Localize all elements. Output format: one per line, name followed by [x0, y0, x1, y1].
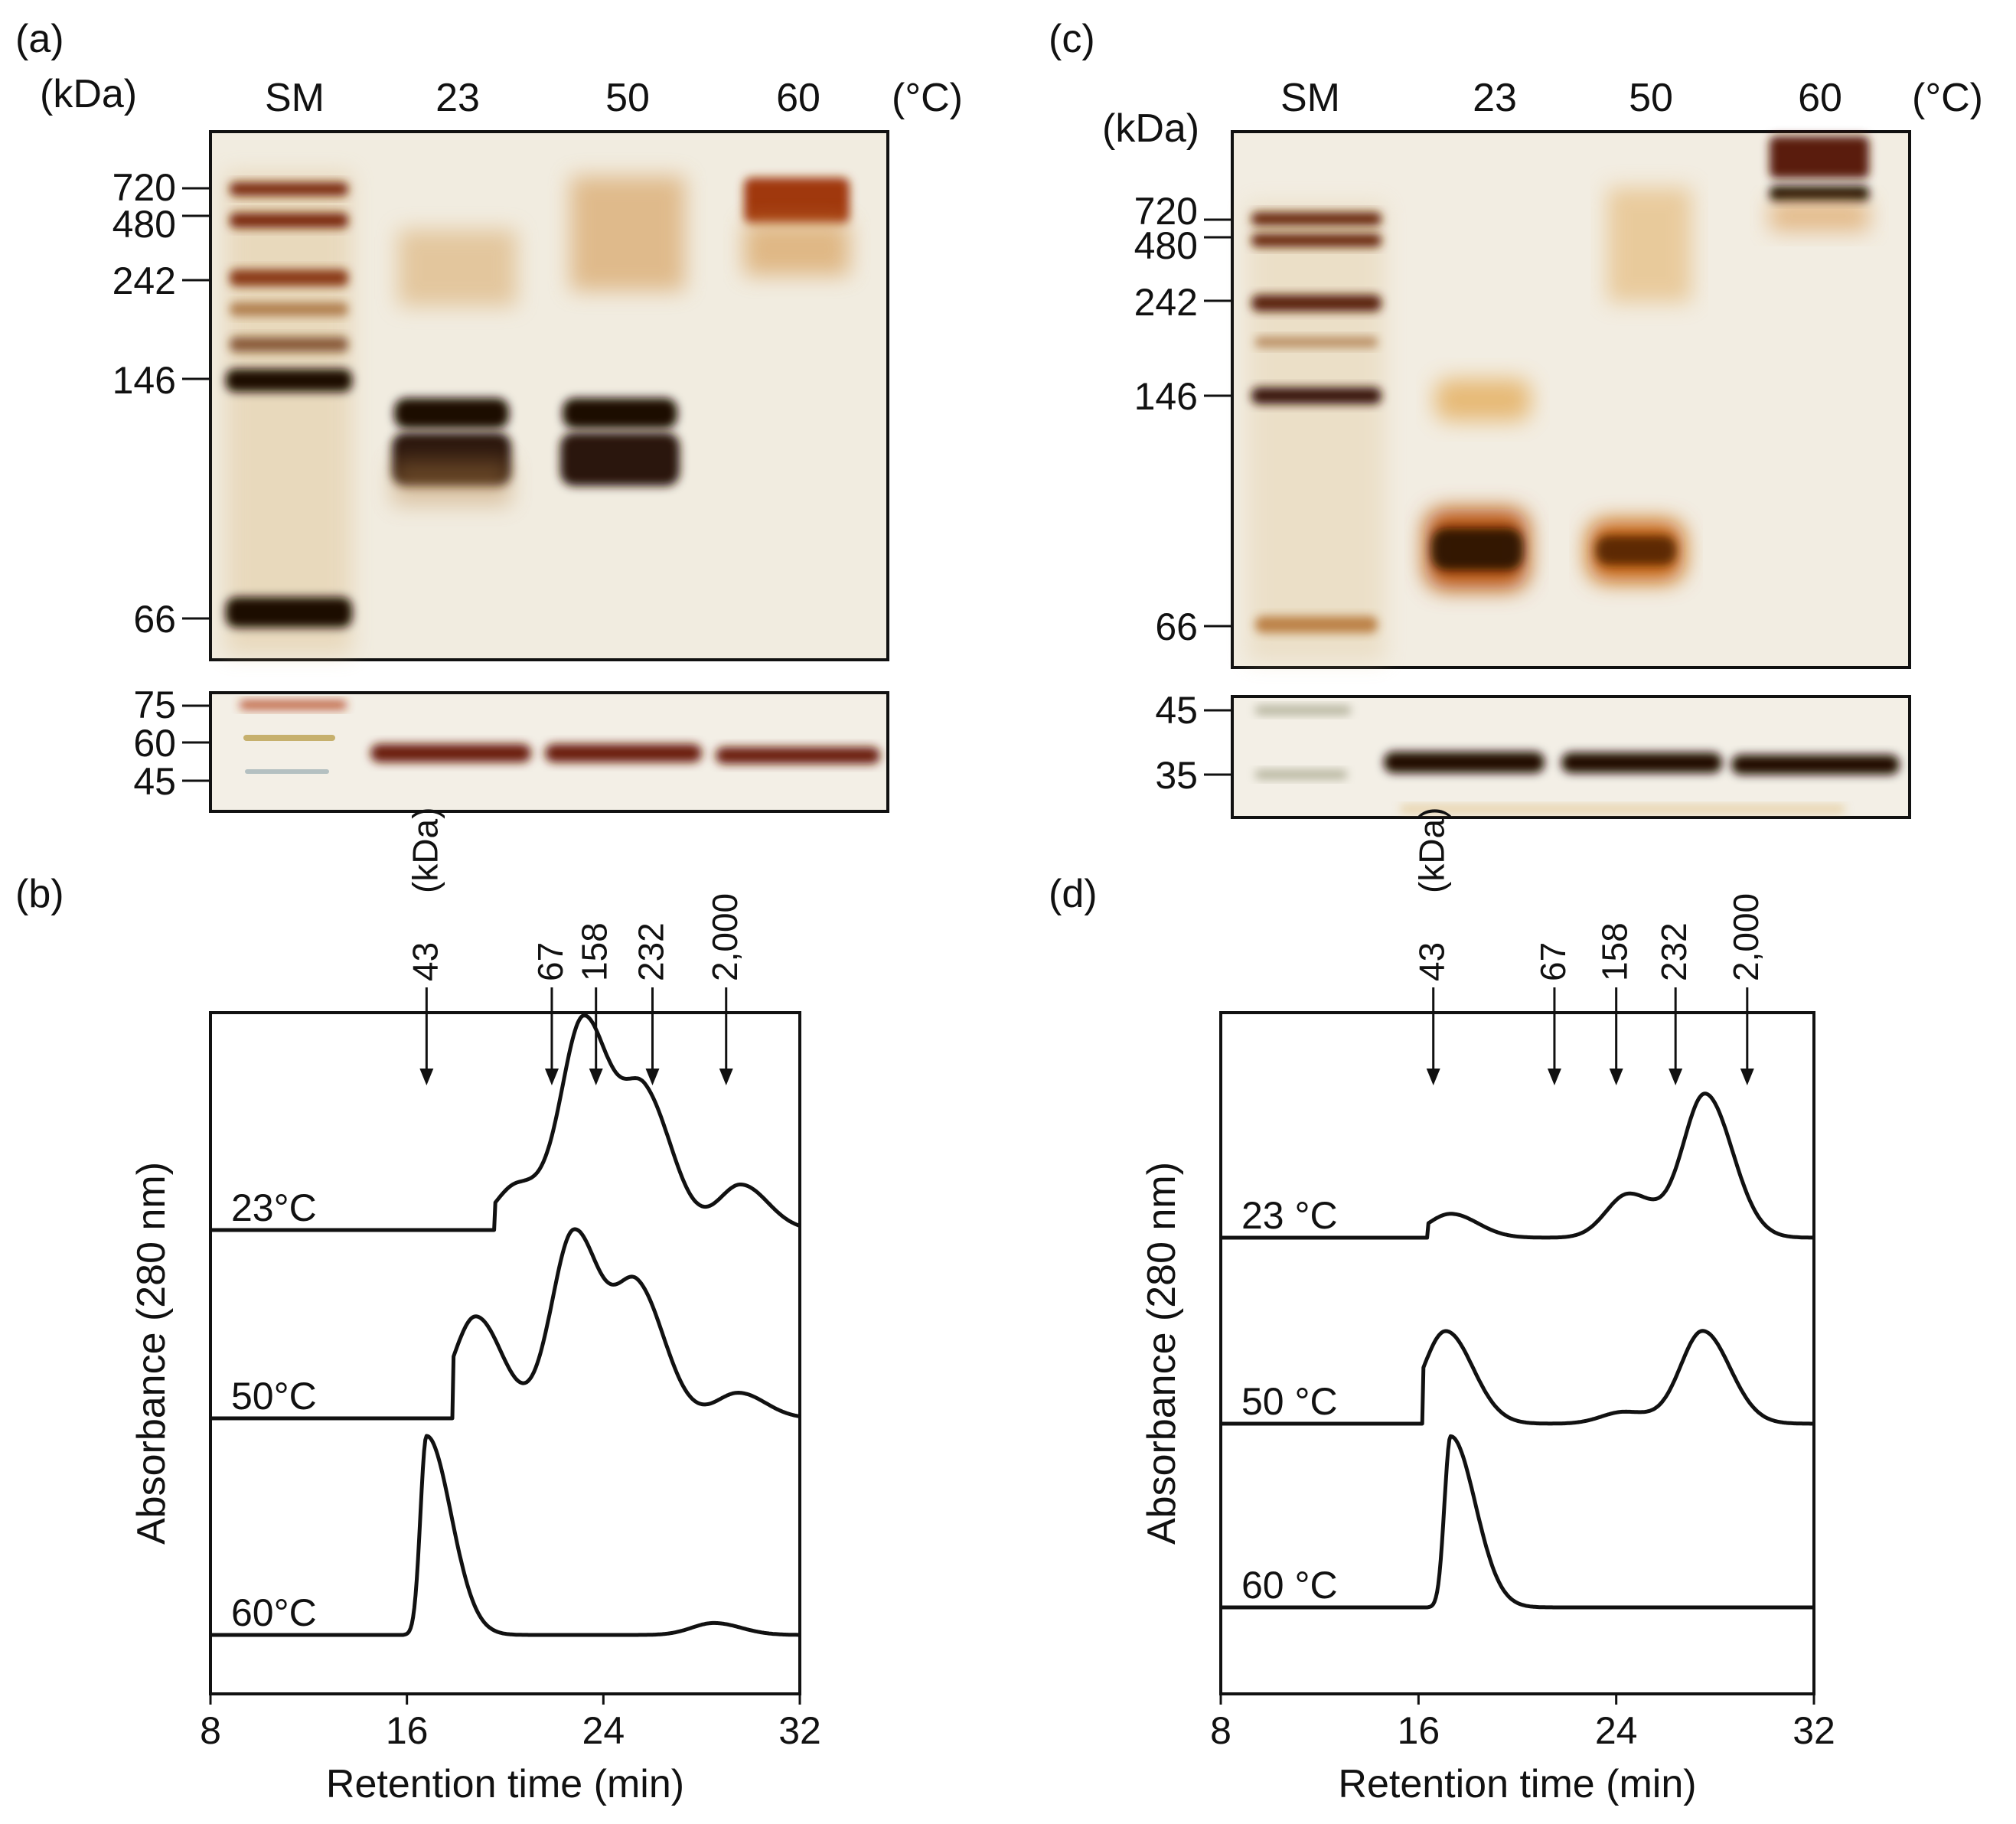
- standard-label: 67: [1533, 942, 1573, 981]
- standard-arrow-head: [1740, 1069, 1754, 1085]
- trace-label: 60 °C: [1241, 1564, 1338, 1607]
- standard-label: 43: [1412, 942, 1452, 981]
- standards-unit-label: (kDa): [405, 808, 445, 893]
- panel-d-chart: (d) 8 16 24 32 Retention time (min) Absorbance…: [1049, 808, 1835, 1806]
- trace-label: 50 °C: [1241, 1380, 1338, 1423]
- standard-arrow-head: [419, 1069, 434, 1085]
- panel-a-lane-sm: SM: [265, 76, 325, 120]
- standard-arrow-head: [1426, 1069, 1440, 1085]
- panel-a-label: (a): [15, 17, 64, 61]
- panel-a-sds-45: 45: [133, 760, 176, 803]
- panel-c-sds-ticks: [1204, 709, 1232, 776]
- panel-c-lane-23: 23: [1473, 76, 1517, 120]
- standard-label: 232: [631, 922, 671, 981]
- standard-arrow-head: [1547, 1069, 1561, 1085]
- trace-line-2: [1220, 1434, 1815, 1610]
- x-tick-label: 32: [1793, 1709, 1835, 1752]
- panel-c-marker-480: 480: [1134, 224, 1198, 267]
- standard-label: 158: [575, 922, 615, 981]
- standard-label: 43: [405, 942, 445, 981]
- standard-label: 158: [1595, 922, 1635, 981]
- panel-b-chart: (b) 8 16 24 32 Retention time (min) Absorbance…: [15, 808, 821, 1806]
- standard-arrow-head: [1609, 1069, 1623, 1085]
- trace-line-2: [210, 1434, 801, 1637]
- standard-arrow-head: [645, 1069, 660, 1085]
- panel-c-lane-60: 60: [1798, 76, 1842, 120]
- panel-a-sds-60: 60: [133, 722, 176, 765]
- panel-a-native-ticks: [182, 187, 210, 620]
- panel-a-marker-66: 66: [133, 598, 176, 641]
- panel-a-kda-label: (kDa): [40, 72, 137, 116]
- panel-c-marker-66: 66: [1155, 605, 1198, 648]
- trace-line-1: [1220, 1329, 1815, 1426]
- panel-c-marker-146: 146: [1134, 375, 1198, 418]
- plot-frame: [1219, 1011, 1815, 1695]
- panel-a-lane-23: 23: [435, 76, 480, 120]
- panel-a-temp-unit: (°C): [892, 76, 963, 120]
- standard-arrow-head: [589, 1069, 603, 1085]
- x-axis-label: Retention time (min): [326, 1762, 684, 1806]
- y-axis-label: Absorbance (280 nm): [1140, 1162, 1184, 1545]
- standards-unit-label: (kDa): [1412, 808, 1452, 893]
- y-axis-label: Absorbance (280 nm): [129, 1162, 174, 1545]
- standard-arrow-head: [1669, 1069, 1683, 1085]
- panel-a-marker-720: 720: [113, 166, 176, 209]
- panel-c-sds-bands: [1255, 706, 1900, 813]
- x-tick-label: 24: [582, 1709, 625, 1752]
- panel-c-native-ticks: [1204, 218, 1232, 628]
- panel-a-sds-75: 75: [133, 684, 176, 726]
- panel-c-native-bands: [1248, 136, 1869, 662]
- x-tick-label: 8: [200, 1709, 221, 1752]
- panel-b-label: (b): [15, 872, 64, 916]
- panel-a-native-bands: [226, 172, 850, 654]
- panel-c: (c) (kDa) SM 23 50 60 (°C): [1049, 17, 1983, 819]
- x-tick-label: 16: [386, 1709, 429, 1752]
- x-tick-label: 32: [778, 1709, 821, 1752]
- panel-a-lane-60: 60: [776, 76, 820, 120]
- panel-c-marker-720: 720: [1134, 190, 1198, 233]
- panel-c-label: (c): [1049, 17, 1095, 61]
- trace-line-0: [210, 1013, 801, 1232]
- panel-c-lane-sm: SM: [1280, 76, 1340, 120]
- trace-line-1: [210, 1227, 801, 1421]
- panel-a-marker-146: 146: [113, 359, 176, 402]
- panel-c-sds-45: 45: [1155, 689, 1198, 732]
- panel-a-sds-ticks: [182, 704, 210, 782]
- panel-a-marker-242: 242: [113, 259, 176, 302]
- x-axis-label: Retention time (min): [1338, 1762, 1696, 1806]
- panel-c-kda-label: (kDa): [1102, 106, 1199, 151]
- standard-label: 2,000: [705, 893, 745, 981]
- plot-frame: [209, 1011, 801, 1695]
- panel-c-sds-35: 35: [1155, 754, 1198, 797]
- trace-label: 23°C: [231, 1186, 317, 1229]
- trace-label: 50°C: [231, 1375, 317, 1418]
- panel-c-marker-242: 242: [1134, 281, 1198, 324]
- panel-a-sds-bands: [240, 700, 880, 774]
- standard-arrow-head: [719, 1069, 733, 1085]
- panel-a: (a) (kDa) SM 23 50 60 (°C): [15, 17, 963, 813]
- panel-c-lane-50: 50: [1629, 76, 1673, 120]
- panel-a-lane-50: 50: [605, 76, 650, 120]
- trace-label: 60°C: [231, 1591, 317, 1634]
- x-tick-label: 16: [1398, 1709, 1440, 1752]
- standard-arrow-head: [544, 1069, 559, 1085]
- standard-label: 232: [1654, 922, 1694, 981]
- trace-label: 23 °C: [1241, 1194, 1338, 1237]
- x-tick-label: 24: [1595, 1709, 1638, 1752]
- standard-label: 2,000: [1726, 893, 1766, 981]
- standard-label: 67: [530, 942, 570, 981]
- trace-line-0: [1220, 1091, 1815, 1240]
- panel-d-label: (d): [1049, 872, 1098, 916]
- panel-a-marker-480: 480: [113, 203, 176, 246]
- panel-c-temp-unit: (°C): [1912, 76, 1983, 120]
- x-tick-label: 8: [1210, 1709, 1231, 1752]
